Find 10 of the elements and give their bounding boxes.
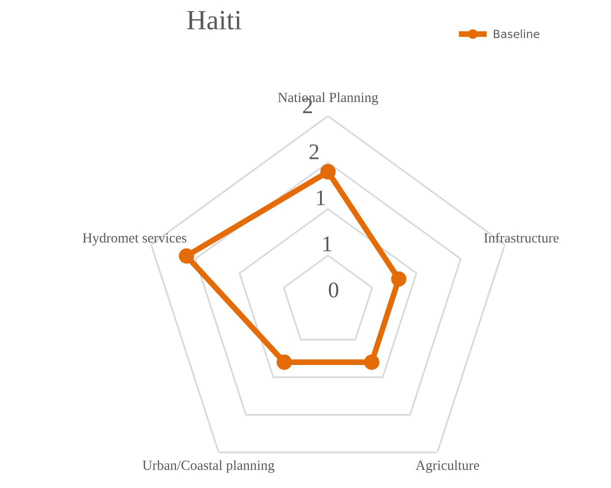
y-tick-label: 1: [317, 190, 325, 206]
spoke-label: Urban/Coastal planning: [142, 460, 274, 473]
spoke-label: Infrastructure: [484, 232, 559, 243]
y-tick-label: 0: [328, 282, 338, 298]
y-tick-label: 2: [310, 144, 318, 160]
spoke-label: Hydromet services: [82, 232, 186, 246]
chart-title: Haiti: [187, 10, 242, 30]
legend-label: Baseline: [494, 30, 540, 38]
y-tick-label: 1: [323, 236, 332, 252]
spoke-label: Agriculture: [416, 460, 480, 473]
